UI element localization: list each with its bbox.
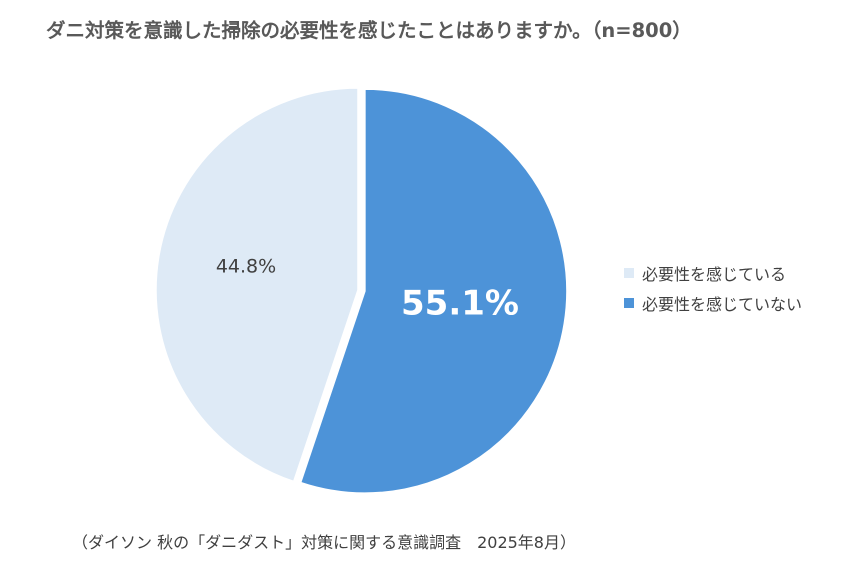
pie-slice-feeling-need	[155, 87, 359, 483]
chart-title: ダニ対策を意識した掃除の必要性を感じたことはありますか。（n=800）	[46, 19, 692, 42]
legend-swatch-feeling-need	[624, 268, 634, 278]
legend-label-not-feeling-need: 必要性を感じていない	[642, 295, 803, 314]
legend-swatch-not-feeling-need	[624, 298, 634, 308]
data-label-not-feeling-need: 55.1%	[401, 284, 519, 324]
legend: 必要性を感じている 必要性を感じていない	[624, 258, 802, 318]
source-note: （ダイソン 秋の「ダニダスト」対策に関する意識調査 2025年8月）	[72, 533, 576, 552]
legend-label-feeling-need: 必要性を感じている	[642, 265, 787, 284]
legend-item-not-feeling-need: 必要性を感じていない	[624, 288, 802, 318]
pie-slice-not-feeling-need	[299, 88, 568, 494]
data-label-feeling-need: 44.8%	[216, 256, 276, 278]
legend-item-feeling-need: 必要性を感じている	[624, 258, 802, 288]
